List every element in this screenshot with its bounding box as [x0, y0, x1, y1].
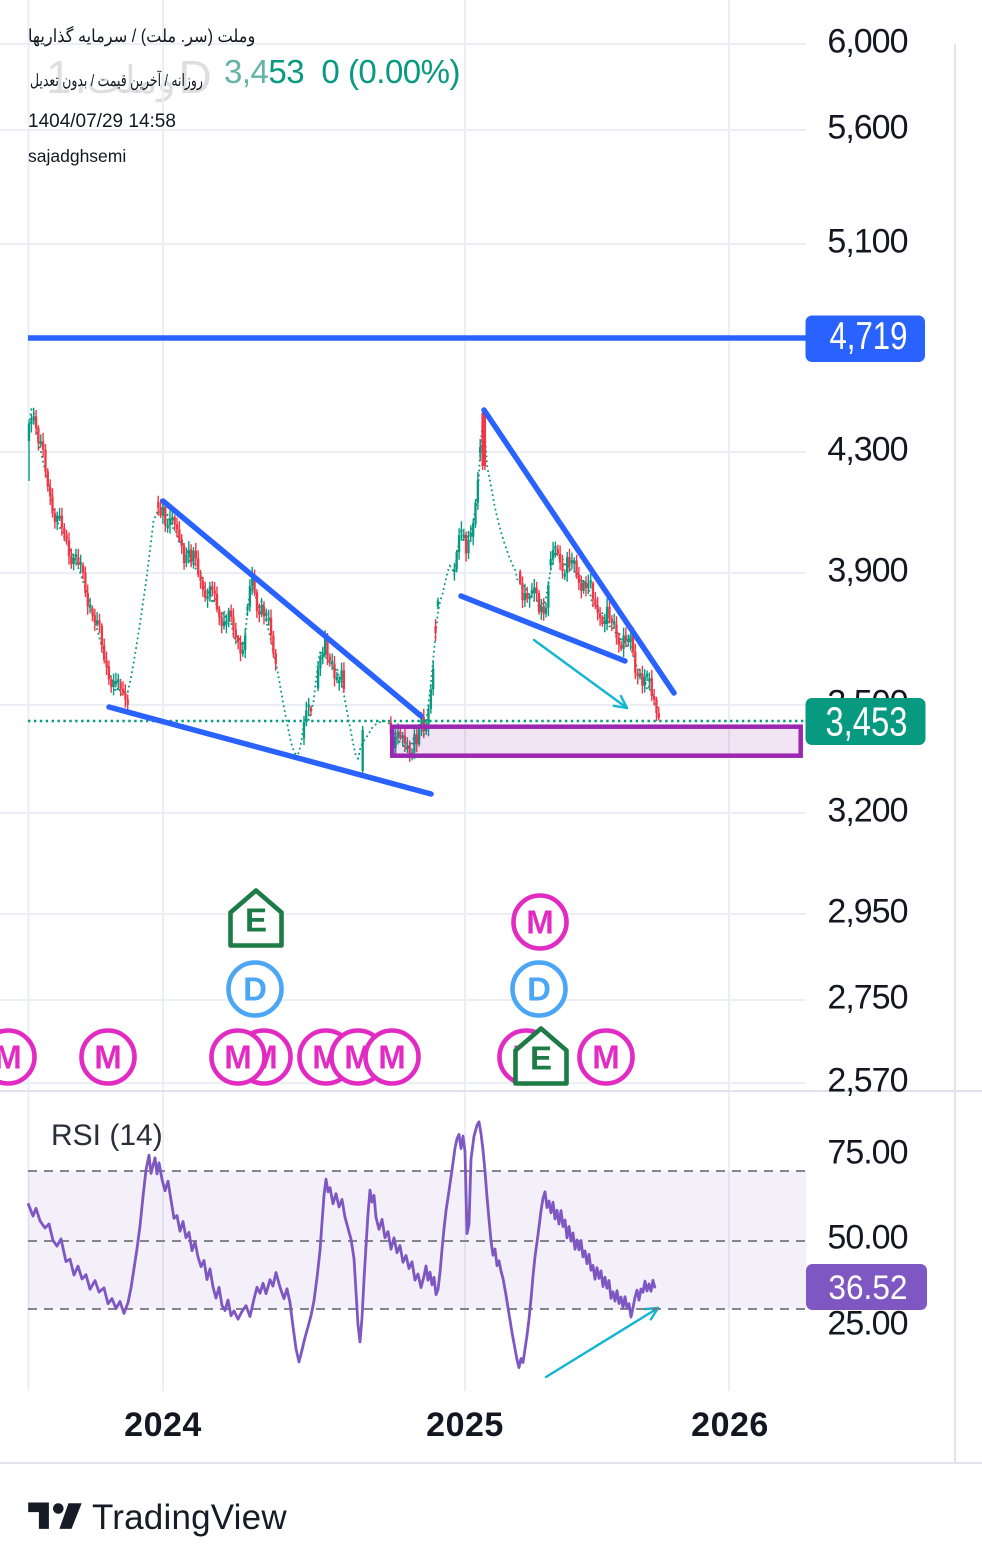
svg-text:50.00: 50.00	[827, 1219, 907, 1257]
svg-text:3,900: 3,900	[827, 552, 907, 590]
svg-text:E: E	[530, 1040, 552, 1077]
svg-text:D: D	[243, 971, 267, 1008]
svg-text:3,200: 3,200	[827, 792, 907, 830]
svg-text:2,570: 2,570	[827, 1062, 907, 1100]
svg-text:M: M	[94, 1039, 122, 1076]
svg-text:75.00: 75.00	[827, 1134, 907, 1172]
svg-text:RSI (14): RSI (14)	[51, 1119, 163, 1152]
svg-text:TradingView: TradingView	[92, 1498, 287, 1537]
svg-text:D: D	[527, 971, 551, 1008]
svg-text:2024: 2024	[124, 1406, 202, 1444]
svg-text:4,719: 4,719	[829, 315, 907, 358]
svg-text:2,750: 2,750	[827, 979, 907, 1017]
svg-text:4,300: 4,300	[827, 431, 907, 469]
svg-text:3,453: 3,453	[825, 698, 907, 744]
svg-text:2026: 2026	[691, 1406, 769, 1444]
svg-text:2,950: 2,950	[827, 893, 907, 931]
svg-text:36.52: 36.52	[828, 1268, 907, 1306]
svg-text:E: E	[245, 902, 267, 939]
svg-text:M: M	[0, 1039, 22, 1076]
svg-text:M: M	[224, 1039, 252, 1076]
svg-text:2025: 2025	[426, 1406, 504, 1444]
svg-text:5,600: 5,600	[827, 109, 907, 147]
svg-text:6,000: 6,000	[827, 23, 907, 61]
svg-text:M: M	[526, 904, 554, 941]
svg-text:5,100: 5,100	[827, 223, 907, 261]
svg-text:M: M	[378, 1039, 406, 1076]
svg-text:M: M	[592, 1039, 620, 1076]
svg-text:25.00: 25.00	[827, 1305, 907, 1343]
